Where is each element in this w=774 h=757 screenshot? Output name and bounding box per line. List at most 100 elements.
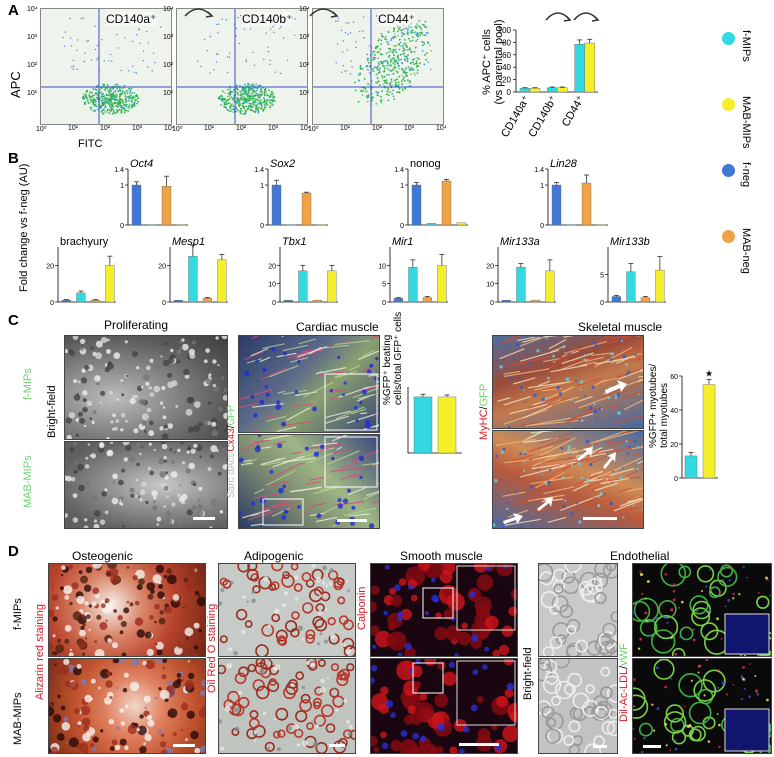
texture-cell bbox=[705, 659, 708, 661]
bar bbox=[283, 299, 293, 303]
flow-event bbox=[232, 108, 235, 111]
flow-event bbox=[245, 98, 248, 100]
flow-event bbox=[414, 31, 416, 34]
texture-cell bbox=[186, 509, 193, 516]
texture-ring bbox=[591, 704, 608, 721]
texture-cell bbox=[640, 750, 644, 753]
texture-cell bbox=[337, 503, 343, 509]
flow-event bbox=[378, 38, 380, 40]
flow-event bbox=[361, 94, 364, 97]
texture-cell bbox=[608, 397, 611, 400]
texture-fiber bbox=[600, 477, 630, 485]
flow-event bbox=[257, 99, 260, 102]
texture-cell bbox=[371, 677, 375, 684]
texture-cell bbox=[277, 443, 283, 449]
flow-event bbox=[236, 87, 238, 90]
col-osteogenic: Osteogenic bbox=[72, 549, 133, 563]
flow-event bbox=[248, 94, 251, 96]
flow-event bbox=[122, 102, 124, 104]
texture-cell bbox=[282, 484, 287, 489]
texture-ring bbox=[248, 718, 260, 729]
texture-cell bbox=[380, 686, 389, 695]
texture-fiber bbox=[241, 458, 258, 467]
flow-event bbox=[396, 78, 399, 80]
texture-ring bbox=[305, 634, 315, 644]
flow-event bbox=[226, 99, 229, 101]
texture-cell bbox=[404, 642, 412, 651]
texture-fiber bbox=[563, 336, 575, 338]
flow-event bbox=[416, 35, 419, 38]
flow-x-tick: 10¹ bbox=[204, 125, 215, 132]
texture-ring bbox=[633, 694, 649, 719]
texture-cell bbox=[361, 389, 368, 395]
flow-event bbox=[373, 67, 375, 69]
y-tick-label: 10 bbox=[486, 282, 494, 289]
flow-event bbox=[363, 37, 365, 39]
bar bbox=[327, 270, 337, 303]
texture-cell bbox=[262, 367, 267, 373]
texture-cell bbox=[148, 386, 152, 390]
texture-ring bbox=[267, 680, 280, 692]
texture-cell bbox=[646, 619, 648, 622]
texture-cell bbox=[708, 568, 711, 571]
texture-fiber bbox=[622, 390, 643, 399]
texture-fiber bbox=[374, 336, 379, 339]
texture-cell bbox=[157, 591, 165, 599]
texture-cell bbox=[163, 456, 167, 460]
texture-cell bbox=[221, 336, 227, 340]
texture-cell bbox=[319, 686, 326, 693]
flow-event bbox=[97, 57, 99, 59]
texture-cell bbox=[278, 487, 284, 494]
bar bbox=[640, 297, 650, 303]
flow-event bbox=[423, 24, 425, 26]
flow-event bbox=[387, 51, 390, 53]
texture-cell bbox=[665, 744, 668, 747]
flow-event bbox=[241, 110, 244, 112]
texture-fiber bbox=[361, 349, 376, 357]
flow-event bbox=[368, 72, 371, 74]
texture-fiber bbox=[303, 381, 334, 398]
flow-event bbox=[415, 46, 417, 48]
flow-event bbox=[253, 91, 256, 93]
flow-event bbox=[249, 84, 252, 86]
texture-ring bbox=[327, 617, 336, 626]
texture-cell bbox=[580, 419, 584, 422]
texture-cell bbox=[113, 352, 121, 360]
flow-event bbox=[102, 93, 104, 96]
arrow-head-icon bbox=[563, 15, 572, 22]
texture-ring bbox=[313, 714, 326, 727]
flow-event bbox=[353, 81, 356, 84]
flow-event bbox=[405, 27, 407, 30]
flow-event bbox=[280, 26, 282, 28]
texture-cell bbox=[51, 594, 59, 601]
texture-fiber bbox=[519, 336, 549, 347]
flow-event bbox=[215, 61, 218, 63]
texture-cell bbox=[57, 638, 61, 643]
flow-event bbox=[109, 88, 111, 91]
texture-ring bbox=[300, 693, 311, 704]
texture-ring bbox=[633, 600, 651, 622]
flow-event bbox=[120, 104, 123, 107]
flow-event bbox=[336, 43, 339, 45]
bar bbox=[501, 299, 511, 303]
texture-cell bbox=[679, 636, 682, 639]
flow-event bbox=[225, 103, 227, 106]
texture-cell bbox=[198, 422, 203, 427]
texture-fiber bbox=[325, 415, 349, 424]
flow-event bbox=[249, 104, 251, 107]
texture-cell bbox=[90, 743, 94, 748]
texture-cell bbox=[211, 421, 217, 427]
flow-event bbox=[425, 31, 427, 34]
texture-cell bbox=[583, 358, 586, 361]
inset-box bbox=[262, 498, 304, 526]
texture-cell bbox=[301, 637, 306, 642]
texture-cell bbox=[83, 725, 90, 732]
texture-cell bbox=[683, 705, 686, 708]
texture-cell bbox=[78, 380, 81, 384]
texture-cell bbox=[492, 649, 501, 656]
flow-event bbox=[121, 109, 124, 112]
texture-cell bbox=[527, 362, 531, 365]
texture-cell bbox=[672, 589, 676, 593]
flow-event bbox=[111, 95, 113, 98]
